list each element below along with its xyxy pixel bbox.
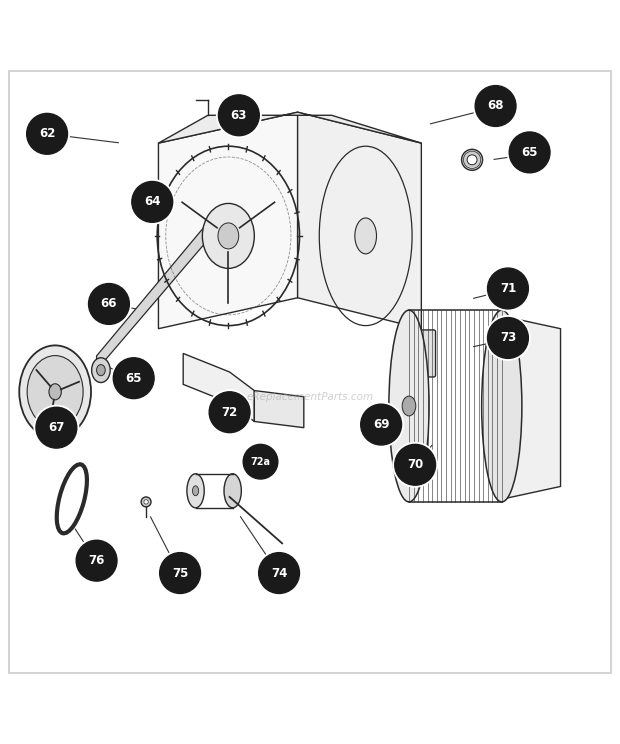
- Polygon shape: [97, 223, 207, 371]
- Circle shape: [216, 93, 261, 138]
- Text: 65: 65: [125, 372, 142, 385]
- Ellipse shape: [27, 356, 83, 428]
- Circle shape: [507, 130, 552, 175]
- Circle shape: [259, 553, 299, 594]
- Circle shape: [487, 318, 528, 359]
- Circle shape: [487, 268, 528, 309]
- Circle shape: [473, 84, 518, 128]
- Circle shape: [74, 539, 119, 583]
- Polygon shape: [298, 112, 422, 329]
- Circle shape: [76, 540, 117, 581]
- Text: 64: 64: [144, 196, 161, 208]
- Circle shape: [361, 404, 402, 445]
- Ellipse shape: [19, 345, 91, 438]
- Ellipse shape: [482, 310, 522, 502]
- Text: 66: 66: [100, 298, 117, 310]
- Text: 70: 70: [407, 458, 423, 471]
- Circle shape: [87, 282, 131, 326]
- Circle shape: [130, 179, 174, 224]
- Circle shape: [257, 551, 301, 595]
- Circle shape: [89, 283, 130, 324]
- Circle shape: [27, 113, 68, 154]
- Polygon shape: [159, 112, 298, 329]
- Circle shape: [393, 443, 438, 487]
- Text: 74: 74: [271, 566, 287, 580]
- Polygon shape: [503, 316, 560, 498]
- Text: 68: 68: [487, 100, 504, 112]
- Text: 72a: 72a: [250, 457, 270, 466]
- Ellipse shape: [389, 310, 429, 502]
- Circle shape: [113, 358, 154, 399]
- Ellipse shape: [192, 486, 198, 496]
- Circle shape: [34, 405, 79, 450]
- Circle shape: [160, 553, 200, 594]
- Ellipse shape: [49, 384, 61, 400]
- Ellipse shape: [224, 474, 241, 508]
- Ellipse shape: [355, 218, 376, 254]
- Polygon shape: [254, 391, 304, 428]
- FancyBboxPatch shape: [407, 330, 436, 377]
- Circle shape: [218, 95, 259, 135]
- Circle shape: [112, 356, 156, 400]
- Circle shape: [243, 444, 278, 479]
- Circle shape: [25, 112, 69, 156]
- Circle shape: [207, 390, 252, 434]
- Text: 62: 62: [39, 127, 55, 141]
- Text: eReplacementParts.com: eReplacementParts.com: [246, 392, 374, 402]
- Text: 73: 73: [500, 332, 516, 344]
- Text: 63: 63: [231, 109, 247, 122]
- Circle shape: [395, 444, 436, 485]
- Text: 76: 76: [89, 554, 105, 567]
- Ellipse shape: [461, 150, 482, 170]
- Text: 72: 72: [221, 405, 237, 419]
- Ellipse shape: [97, 365, 105, 376]
- Circle shape: [36, 407, 77, 448]
- Text: 67: 67: [48, 421, 64, 434]
- Text: 71: 71: [500, 282, 516, 295]
- Circle shape: [509, 132, 550, 173]
- Circle shape: [132, 182, 172, 222]
- Circle shape: [485, 266, 530, 311]
- Ellipse shape: [402, 396, 416, 416]
- Circle shape: [209, 392, 250, 432]
- Text: 75: 75: [172, 566, 188, 580]
- Circle shape: [158, 551, 202, 595]
- Ellipse shape: [218, 223, 239, 249]
- Ellipse shape: [144, 500, 148, 504]
- Text: 69: 69: [373, 418, 389, 431]
- Text: 65: 65: [521, 146, 538, 159]
- Ellipse shape: [92, 358, 110, 382]
- Ellipse shape: [141, 497, 151, 507]
- Circle shape: [359, 403, 404, 447]
- Circle shape: [241, 443, 280, 481]
- Polygon shape: [183, 353, 254, 422]
- Polygon shape: [159, 112, 422, 143]
- Circle shape: [485, 315, 530, 360]
- Circle shape: [475, 86, 516, 126]
- Ellipse shape: [467, 155, 477, 164]
- Ellipse shape: [202, 203, 254, 269]
- Ellipse shape: [187, 474, 204, 508]
